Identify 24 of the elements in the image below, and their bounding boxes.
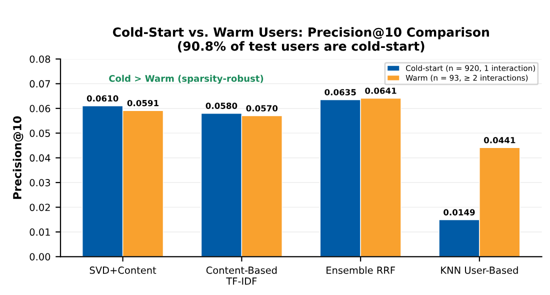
y-axis-title: Precision@10 <box>12 116 24 199</box>
y-tick-label: 0.06 <box>30 104 50 112</box>
data-label: 0.0580 <box>206 102 238 109</box>
x-tick-label: Ensemble RRF <box>326 266 395 274</box>
chart-title: Cold-Start vs. Warm Users: Precision@10 Comparison (90.8% of test users are cold-start) <box>112 27 489 52</box>
y-tick-label: 0.07 <box>30 80 50 88</box>
y-tick-label: 0.00 <box>30 253 50 260</box>
data-label: 0.0591 <box>127 100 159 106</box>
x-tick-label: Content-Based TF-IDF <box>206 266 277 285</box>
y-tick-label: 0.01 <box>30 228 50 236</box>
y-tick-label: 0.03 <box>30 179 50 186</box>
data-label: 0.0570 <box>246 105 278 112</box>
y-tick-label: 0.02 <box>30 204 50 212</box>
y-tick-label: 0.04 <box>30 154 50 162</box>
data-label: 0.0641 <box>365 88 396 94</box>
data-label: 0.0635 <box>324 89 356 96</box>
y-tick-label: 0.08 <box>30 55 50 63</box>
annotation: Cold > Warm (sparsity-robust) <box>109 74 264 84</box>
data-label: 0.0149 <box>444 209 475 216</box>
y-tick-label: 0.05 <box>30 130 50 137</box>
x-tick-label: SVD+Content <box>90 266 156 274</box>
x-tick-label: KNN User-Based <box>441 266 518 274</box>
data-label: 0.0610 <box>86 95 118 102</box>
data-label: 0.0441 <box>484 137 516 144</box>
